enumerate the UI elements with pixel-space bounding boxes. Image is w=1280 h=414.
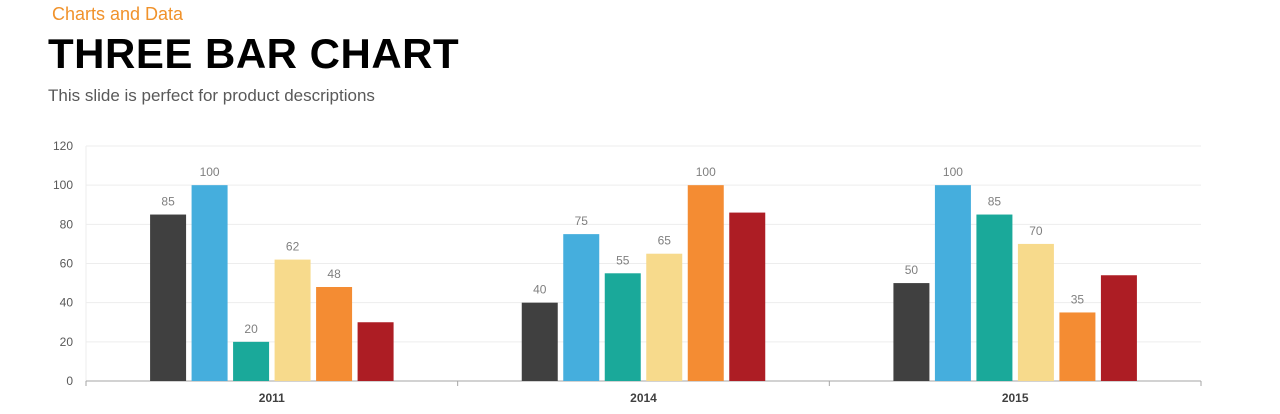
y-tick-label: 0 (66, 374, 73, 388)
bar (521, 302, 558, 381)
bar (563, 234, 600, 381)
slide-subtitle: This slide is perfect for product descri… (48, 86, 375, 105)
bar (150, 214, 187, 381)
bar (893, 283, 930, 381)
bar-value-label: 85 (161, 195, 175, 209)
x-category-label: 2014 (630, 391, 657, 405)
x-category-label: 2011 (259, 391, 285, 405)
bar (976, 214, 1013, 381)
slide-kicker: Charts and Data (52, 4, 184, 24)
y-tick-label: 60 (60, 257, 74, 271)
bar-value-label: 75 (575, 214, 589, 228)
bar (274, 259, 311, 381)
bar (316, 287, 353, 381)
bar-value-label: 20 (244, 322, 258, 336)
bar-value-label: 40 (533, 283, 547, 297)
y-tick-label: 20 (60, 335, 74, 349)
bar-value-label: 62 (286, 240, 300, 254)
y-tick-label: 120 (53, 139, 73, 153)
bar (934, 185, 971, 381)
bar-value-label: 48 (327, 267, 341, 281)
slide-title: THREE BAR CHART (48, 30, 460, 77)
bar (729, 212, 766, 381)
bar (687, 185, 724, 381)
bar-value-label: 50 (905, 263, 919, 277)
bar-value-label: 65 (658, 234, 672, 248)
bar (191, 185, 228, 381)
bar-value-label: 100 (200, 165, 220, 179)
bar-value-label: 100 (696, 165, 716, 179)
bar-value-label: 100 (943, 165, 963, 179)
x-category-label: 2015 (1002, 391, 1029, 405)
bar-value-label: 70 (1029, 224, 1043, 238)
bar-value-label: 55 (616, 253, 630, 267)
bar (1100, 275, 1137, 381)
bar (604, 273, 641, 381)
y-tick-label: 40 (60, 296, 74, 310)
bar (233, 341, 270, 381)
y-tick-label: 100 (53, 178, 73, 192)
bar-value-label: 35 (1071, 292, 1085, 306)
bar (1059, 312, 1096, 381)
y-tick-label: 80 (60, 217, 74, 231)
bar (357, 322, 394, 381)
bar (646, 253, 683, 381)
bar (1017, 243, 1054, 381)
bar-value-label: 85 (988, 195, 1002, 209)
